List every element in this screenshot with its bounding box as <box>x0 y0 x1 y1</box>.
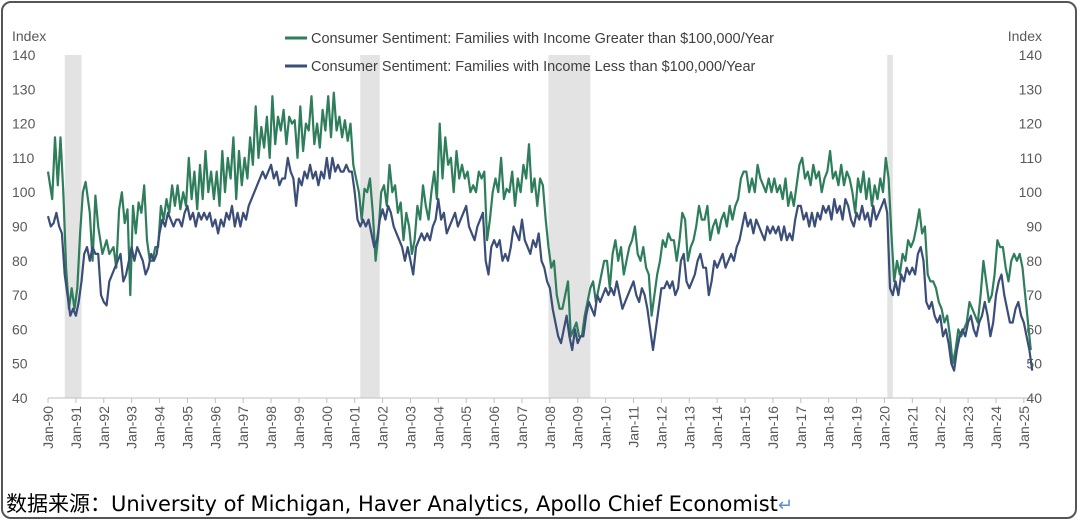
x-tick-label-31: Jan-21 <box>904 406 920 449</box>
axes: Index Index 40 40 50 50 60 60 70 70 80 80 90 90 100 1… <box>12 28 1042 449</box>
source-text: University of Michigan, Haver Analytics,… <box>111 492 778 516</box>
x-tick-label-12: Jan-02 <box>375 406 391 449</box>
y-tick-right-110: 110 <box>1020 150 1043 166</box>
recession-band-2 <box>548 55 591 398</box>
x-tick-label-11: Jan-01 <box>347 406 363 449</box>
legend: Consumer Sentiment: Families with Income… <box>285 31 774 75</box>
y-tick-left-110: 110 <box>12 150 35 166</box>
y-tick-left-140: 140 <box>12 47 36 63</box>
y-tick-left-90: 90 <box>12 219 28 235</box>
x-tick-label-29: Jan-19 <box>849 406 865 449</box>
x-tick-label-5: Jan-95 <box>179 406 195 449</box>
x-tick-label-15: Jan-05 <box>458 406 474 449</box>
x-tick-label-23: Jan-13 <box>681 406 697 449</box>
y-axis-label-right: Index <box>1008 28 1042 44</box>
y-axis-label-left: Index <box>12 28 46 44</box>
y-tick-right-140: 140 <box>1019 47 1043 63</box>
x-tick-label-3: Jan-93 <box>124 406 140 449</box>
recession-band-0 <box>64 55 82 398</box>
y-tick-left-50: 50 <box>12 356 28 372</box>
y-tick-right-130: 130 <box>1019 81 1043 97</box>
y-tick-left-120: 120 <box>12 116 36 132</box>
x-tick-label-28: Jan-18 <box>821 406 837 449</box>
recession-bands <box>64 55 893 398</box>
y-tick-right-120: 120 <box>1019 116 1043 132</box>
x-tick-label-26: Jan-16 <box>765 406 781 449</box>
y-tick-right-90: 90 <box>1026 219 1042 235</box>
x-tick-label-24: Jan-14 <box>709 406 725 449</box>
y-tick-left-70: 70 <box>12 287 28 303</box>
x-tick-label-25: Jan-15 <box>737 406 753 449</box>
x-tick-label-17: Jan-07 <box>514 406 530 449</box>
x-tick-label-30: Jan-20 <box>876 406 892 449</box>
x-tick-label-9: Jan-99 <box>291 406 307 449</box>
y-tick-left-40: 40 <box>12 390 28 406</box>
x-tick-label-19: Jan-09 <box>570 406 586 449</box>
x-tick-label-35: Jan-25 <box>1016 406 1032 449</box>
y-tick-left-60: 60 <box>12 321 28 337</box>
x-tick-label-13: Jan-03 <box>402 406 418 449</box>
y-tick-right-100: 100 <box>1019 184 1043 200</box>
x-tick-label-34: Jan-24 <box>988 406 1004 449</box>
x-tick-label-6: Jan-96 <box>207 406 223 449</box>
series-line-low-income <box>46 156 1034 372</box>
series-line-high-income <box>46 91 1032 365</box>
x-tick-label-1: Jan-91 <box>68 406 84 449</box>
y-tick-right-60: 60 <box>1026 321 1042 337</box>
x-tick-label-4: Jan-94 <box>152 406 168 449</box>
y-tick-left-130: 130 <box>12 81 36 97</box>
legend-label-high-income: Consumer Sentiment: Families with Income… <box>311 31 774 47</box>
x-tick-label-7: Jan-97 <box>235 406 251 449</box>
legend-label-low-income: Consumer Sentiment: Families with Income… <box>311 59 756 75</box>
x-tick-label-16: Jan-06 <box>486 406 502 449</box>
x-tick-label-22: Jan-12 <box>653 406 669 449</box>
x-tick-label-20: Jan-10 <box>598 406 614 449</box>
x-tick-label-18: Jan-08 <box>542 406 558 449</box>
x-tick-label-33: Jan-23 <box>960 406 976 449</box>
y-tick-left-80: 80 <box>12 253 28 269</box>
x-tick-label-8: Jan-98 <box>263 406 279 449</box>
y-tick-left-100: 100 <box>12 184 36 200</box>
source-prefix: 数据来源： <box>6 492 111 516</box>
x-tick-label-0: Jan-90 <box>40 406 56 449</box>
x-tick-label-14: Jan-04 <box>430 406 446 449</box>
y-tick-right-50: 50 <box>1026 356 1042 372</box>
x-tick-label-2: Jan-92 <box>96 406 112 449</box>
y-tick-right-40: 40 <box>1026 390 1042 406</box>
source-note: 数据来源：University of Michigan, Haver Analy… <box>6 488 793 518</box>
x-tick-label-21: Jan-11 <box>626 406 642 448</box>
y-tick-right-70: 70 <box>1026 287 1042 303</box>
x-tick-label-32: Jan-22 <box>932 406 948 449</box>
x-tick-label-10: Jan-00 <box>319 406 335 449</box>
x-tick-label-27: Jan-17 <box>793 406 809 449</box>
y-tick-right-80: 80 <box>1026 253 1042 269</box>
series-lines <box>46 91 1034 372</box>
return-mark: ↵ <box>777 495 793 516</box>
